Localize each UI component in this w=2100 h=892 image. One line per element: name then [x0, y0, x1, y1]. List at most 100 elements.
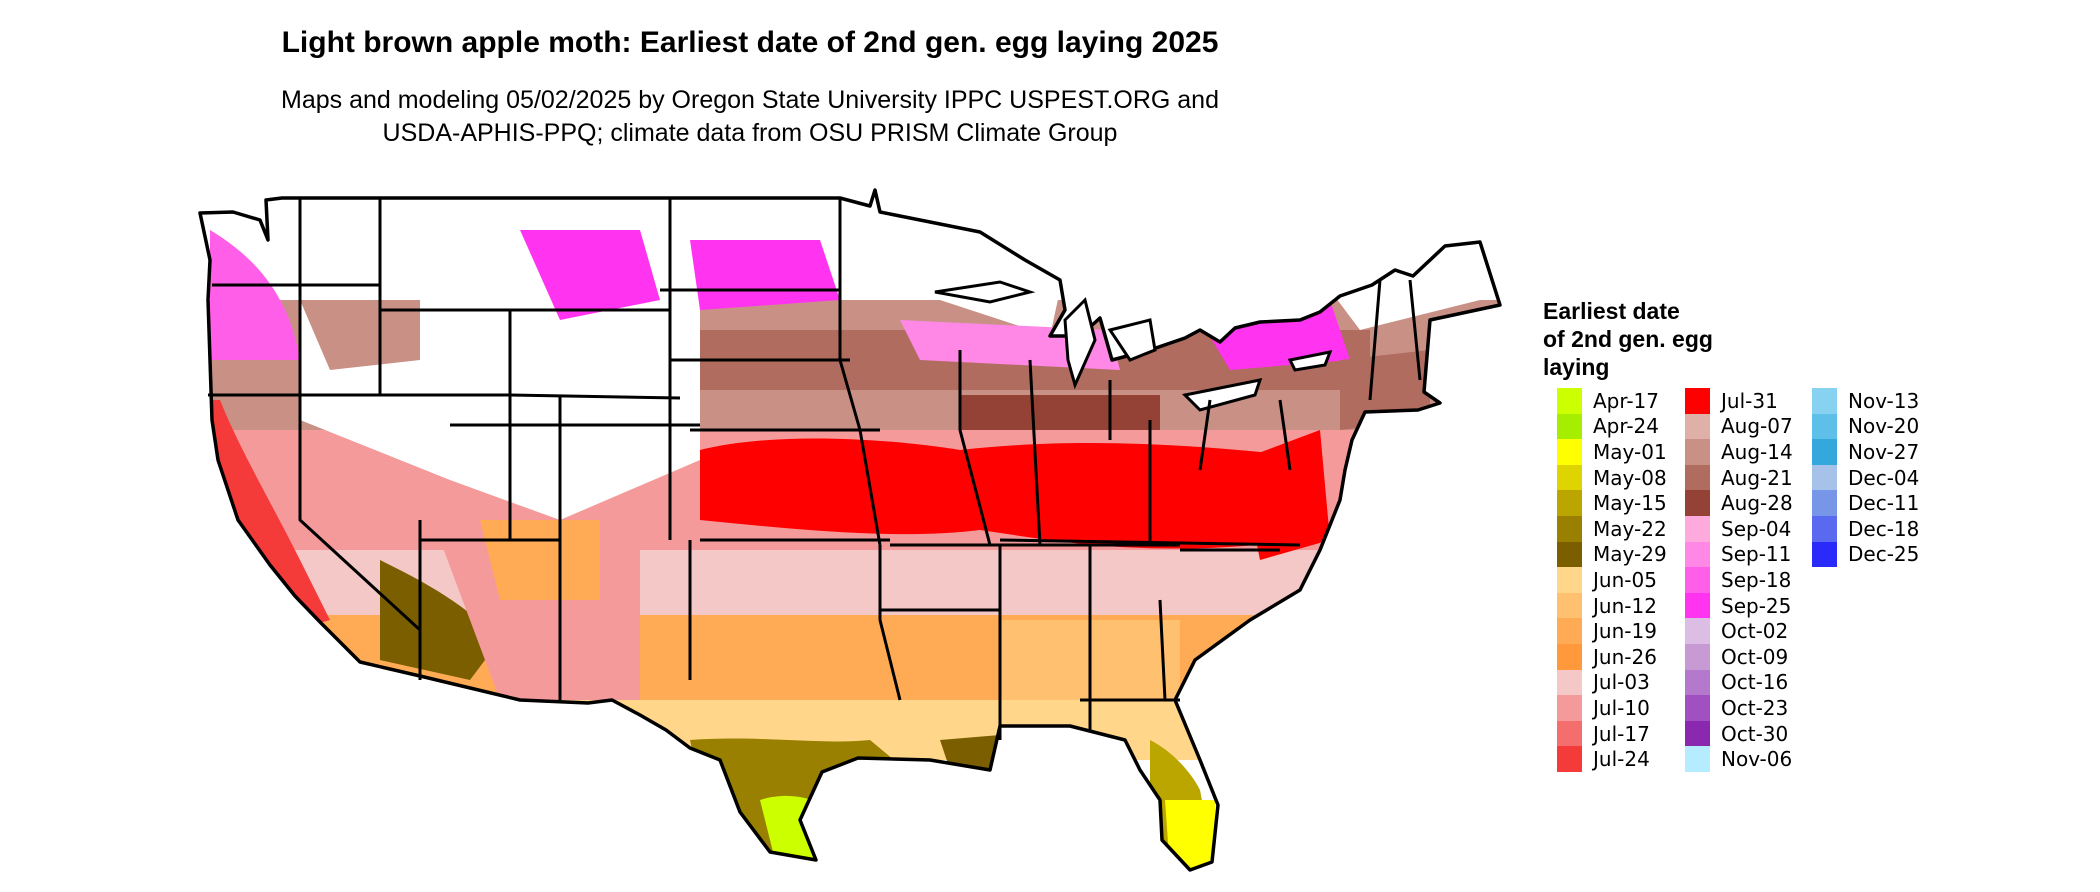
legend-column-2: Jul-31 Aug-07 Aug-14 Aug-21 Aug-28 Sep-04 Sep-… [1685, 388, 1793, 772]
legend-label: Nov-13 [1848, 388, 1920, 413]
legend-item: Oct-09 [1685, 643, 1793, 670]
legend-label: Nov-20 [1848, 414, 1920, 439]
legend-swatch [1557, 695, 1582, 721]
legend-item: Aug-14 [1685, 439, 1793, 465]
legend-item: Dec-04 [1812, 464, 1919, 491]
legend-item: Jun-26 [1557, 643, 1667, 670]
legend-item: Jun-19 [1557, 618, 1667, 644]
legend-swatch [1812, 439, 1837, 465]
legend-swatch [1685, 695, 1710, 721]
legend-item: Sep-18 [1685, 567, 1793, 593]
legend-item: Apr-24 [1557, 413, 1667, 440]
legend-label: Jun-26 [1593, 644, 1657, 669]
legend-swatch [1812, 515, 1837, 542]
legend-item: Dec-25 [1812, 541, 1920, 568]
legend-column-3: Nov-13 Nov-20 Nov-27 Dec-04 Dec-11 Dec-18 Dec-… [1812, 388, 1920, 568]
legend-column-1: Apr-17 Apr-24 May-01 May-08 May-15 May-22 May-… [1557, 388, 1667, 772]
legend-swatch [1557, 413, 1582, 440]
legend-swatch [1557, 490, 1582, 516]
legend-label: Sep-25 [1721, 593, 1792, 618]
legend-label: May-01 [1593, 439, 1667, 464]
legend-swatch [1685, 720, 1710, 747]
legend-item: May-15 [1557, 490, 1667, 516]
legend-label: May-08 [1593, 465, 1667, 490]
legend-label: Nov-06 [1721, 747, 1793, 772]
legend-label: Sep-18 [1721, 567, 1792, 592]
legend-swatch [1685, 618, 1710, 644]
map-title: Light brown apple moth: Earliest date of… [281, 26, 1219, 59]
legend-label: Aug-07 [1721, 414, 1793, 439]
legend-item: Jul-24 [1557, 746, 1667, 772]
legend-swatch [1557, 592, 1582, 619]
legend-swatch [1685, 592, 1710, 619]
legend-swatch [1685, 388, 1710, 414]
legend-item: May-29 [1557, 541, 1667, 568]
legend-swatch [1557, 515, 1582, 542]
legend-swatch [1685, 567, 1710, 593]
legend-swatch [1812, 464, 1837, 491]
legend-swatch [1557, 720, 1582, 747]
legend-title-line-2: of 2nd gen. egg [1543, 326, 1713, 352]
legend-item: Jul-31 [1685, 388, 1793, 414]
subtitle-line-2: USDA-APHIS-PPQ; climate data from OSU PR… [382, 119, 1118, 147]
legend-item: Oct-30 [1685, 720, 1793, 747]
legend-item: Nov-27 [1812, 439, 1919, 465]
legend-label: Dec-11 [1848, 491, 1920, 516]
legend-item: May-08 [1557, 464, 1667, 491]
legend-swatch [1557, 567, 1582, 593]
legend-title-line-3: laying [1543, 354, 1610, 380]
legend-item: Oct-16 [1685, 669, 1793, 696]
legend-label: Jul-24 [1593, 747, 1650, 772]
legend-swatch [1685, 541, 1710, 568]
legend-swatch [1557, 643, 1582, 670]
legend-swatch [1557, 746, 1582, 772]
legend-label: Oct-09 [1721, 644, 1789, 669]
legend-item: Dec-11 [1812, 490, 1919, 516]
legend-item: Jul-17 [1557, 720, 1667, 747]
legend-swatch [1685, 515, 1710, 542]
legend-label: Oct-23 [1721, 695, 1789, 720]
legend-label: Aug-21 [1721, 465, 1793, 490]
legend-swatch [1557, 669, 1582, 696]
legend-title-line-1: Earliest date [1543, 298, 1680, 324]
legend-label: Dec-18 [1848, 516, 1920, 541]
legend-label: Sep-11 [1721, 542, 1792, 567]
legend-swatch [1812, 388, 1837, 414]
legend-label: May-29 [1593, 542, 1667, 567]
legend-label: Apr-17 [1593, 388, 1659, 413]
legend-label: Aug-14 [1721, 439, 1793, 464]
legend-label: Jul-03 [1593, 670, 1650, 695]
legend-item: Nov-13 [1812, 388, 1919, 414]
legend-label: Apr-24 [1593, 414, 1659, 439]
legend-swatch [1685, 439, 1710, 465]
legend-swatch [1812, 490, 1837, 516]
legend-swatch [1685, 413, 1710, 440]
legend-swatch [1812, 413, 1837, 440]
legend-item: Aug-07 [1685, 413, 1793, 440]
legend-item: May-01 [1557, 439, 1667, 465]
legend-item: Aug-28 [1685, 490, 1793, 516]
legend-label: Sep-04 [1721, 516, 1792, 541]
legend-label: Jun-12 [1593, 593, 1657, 618]
legend-swatch [1557, 388, 1582, 414]
legend-item: Jun-05 [1557, 567, 1667, 593]
legend-label: Oct-16 [1721, 670, 1789, 695]
legend-item: Jul-10 [1557, 695, 1667, 721]
legend-label: Jul-10 [1593, 695, 1650, 720]
legend-swatch [1685, 490, 1710, 516]
map-subtitle: Maps and modeling 05/02/2025 by Oregon S… [0, 84, 1500, 150]
legend-label: Jul-17 [1593, 721, 1650, 746]
legend-swatch [1557, 439, 1582, 465]
legend-label: Dec-25 [1848, 542, 1920, 567]
legend-label: Oct-02 [1721, 619, 1789, 644]
legend-item: Sep-25 [1685, 592, 1793, 619]
subtitle-line-1: Maps and modeling 05/02/2025 by Oregon S… [281, 86, 1219, 114]
legend-label: Jun-19 [1593, 619, 1657, 644]
legend-title: Earliest date of 2nd gen. egg laying [1543, 297, 1803, 381]
legend-item: Dec-18 [1812, 515, 1920, 542]
legend-swatch [1557, 464, 1582, 491]
legend-item: Jun-12 [1557, 592, 1667, 619]
legend-item: Sep-04 [1685, 515, 1793, 542]
legend-label: Nov-27 [1848, 439, 1920, 464]
